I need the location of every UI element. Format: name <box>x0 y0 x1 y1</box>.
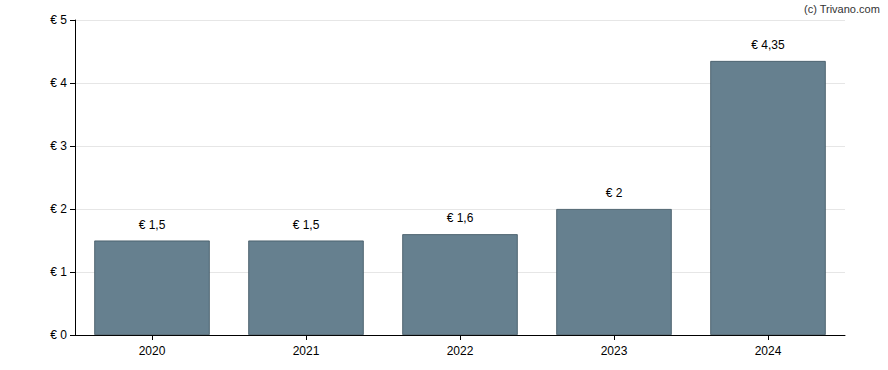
svg-text:2022: 2022 <box>447 344 474 358</box>
svg-text:€ 2: € 2 <box>50 202 67 216</box>
svg-text:2023: 2023 <box>601 344 628 358</box>
svg-text:€ 0: € 0 <box>50 328 67 342</box>
svg-text:€ 2: € 2 <box>606 186 623 200</box>
svg-text:€ 1: € 1 <box>50 265 67 279</box>
svg-text:€ 1,6: € 1,6 <box>447 211 474 225</box>
svg-text:€ 4,35: € 4,35 <box>751 38 785 52</box>
svg-text:€ 5: € 5 <box>50 13 67 27</box>
svg-text:€ 3: € 3 <box>50 139 67 153</box>
svg-text:2021: 2021 <box>293 344 320 358</box>
svg-text:(c) Trivano.com: (c) Trivano.com <box>804 3 880 15</box>
svg-text:€ 1,5: € 1,5 <box>293 218 320 232</box>
svg-text:€ 4: € 4 <box>50 76 67 90</box>
svg-text:2020: 2020 <box>139 344 166 358</box>
svg-text:2024: 2024 <box>755 344 782 358</box>
svg-text:€ 1,5: € 1,5 <box>139 218 166 232</box>
